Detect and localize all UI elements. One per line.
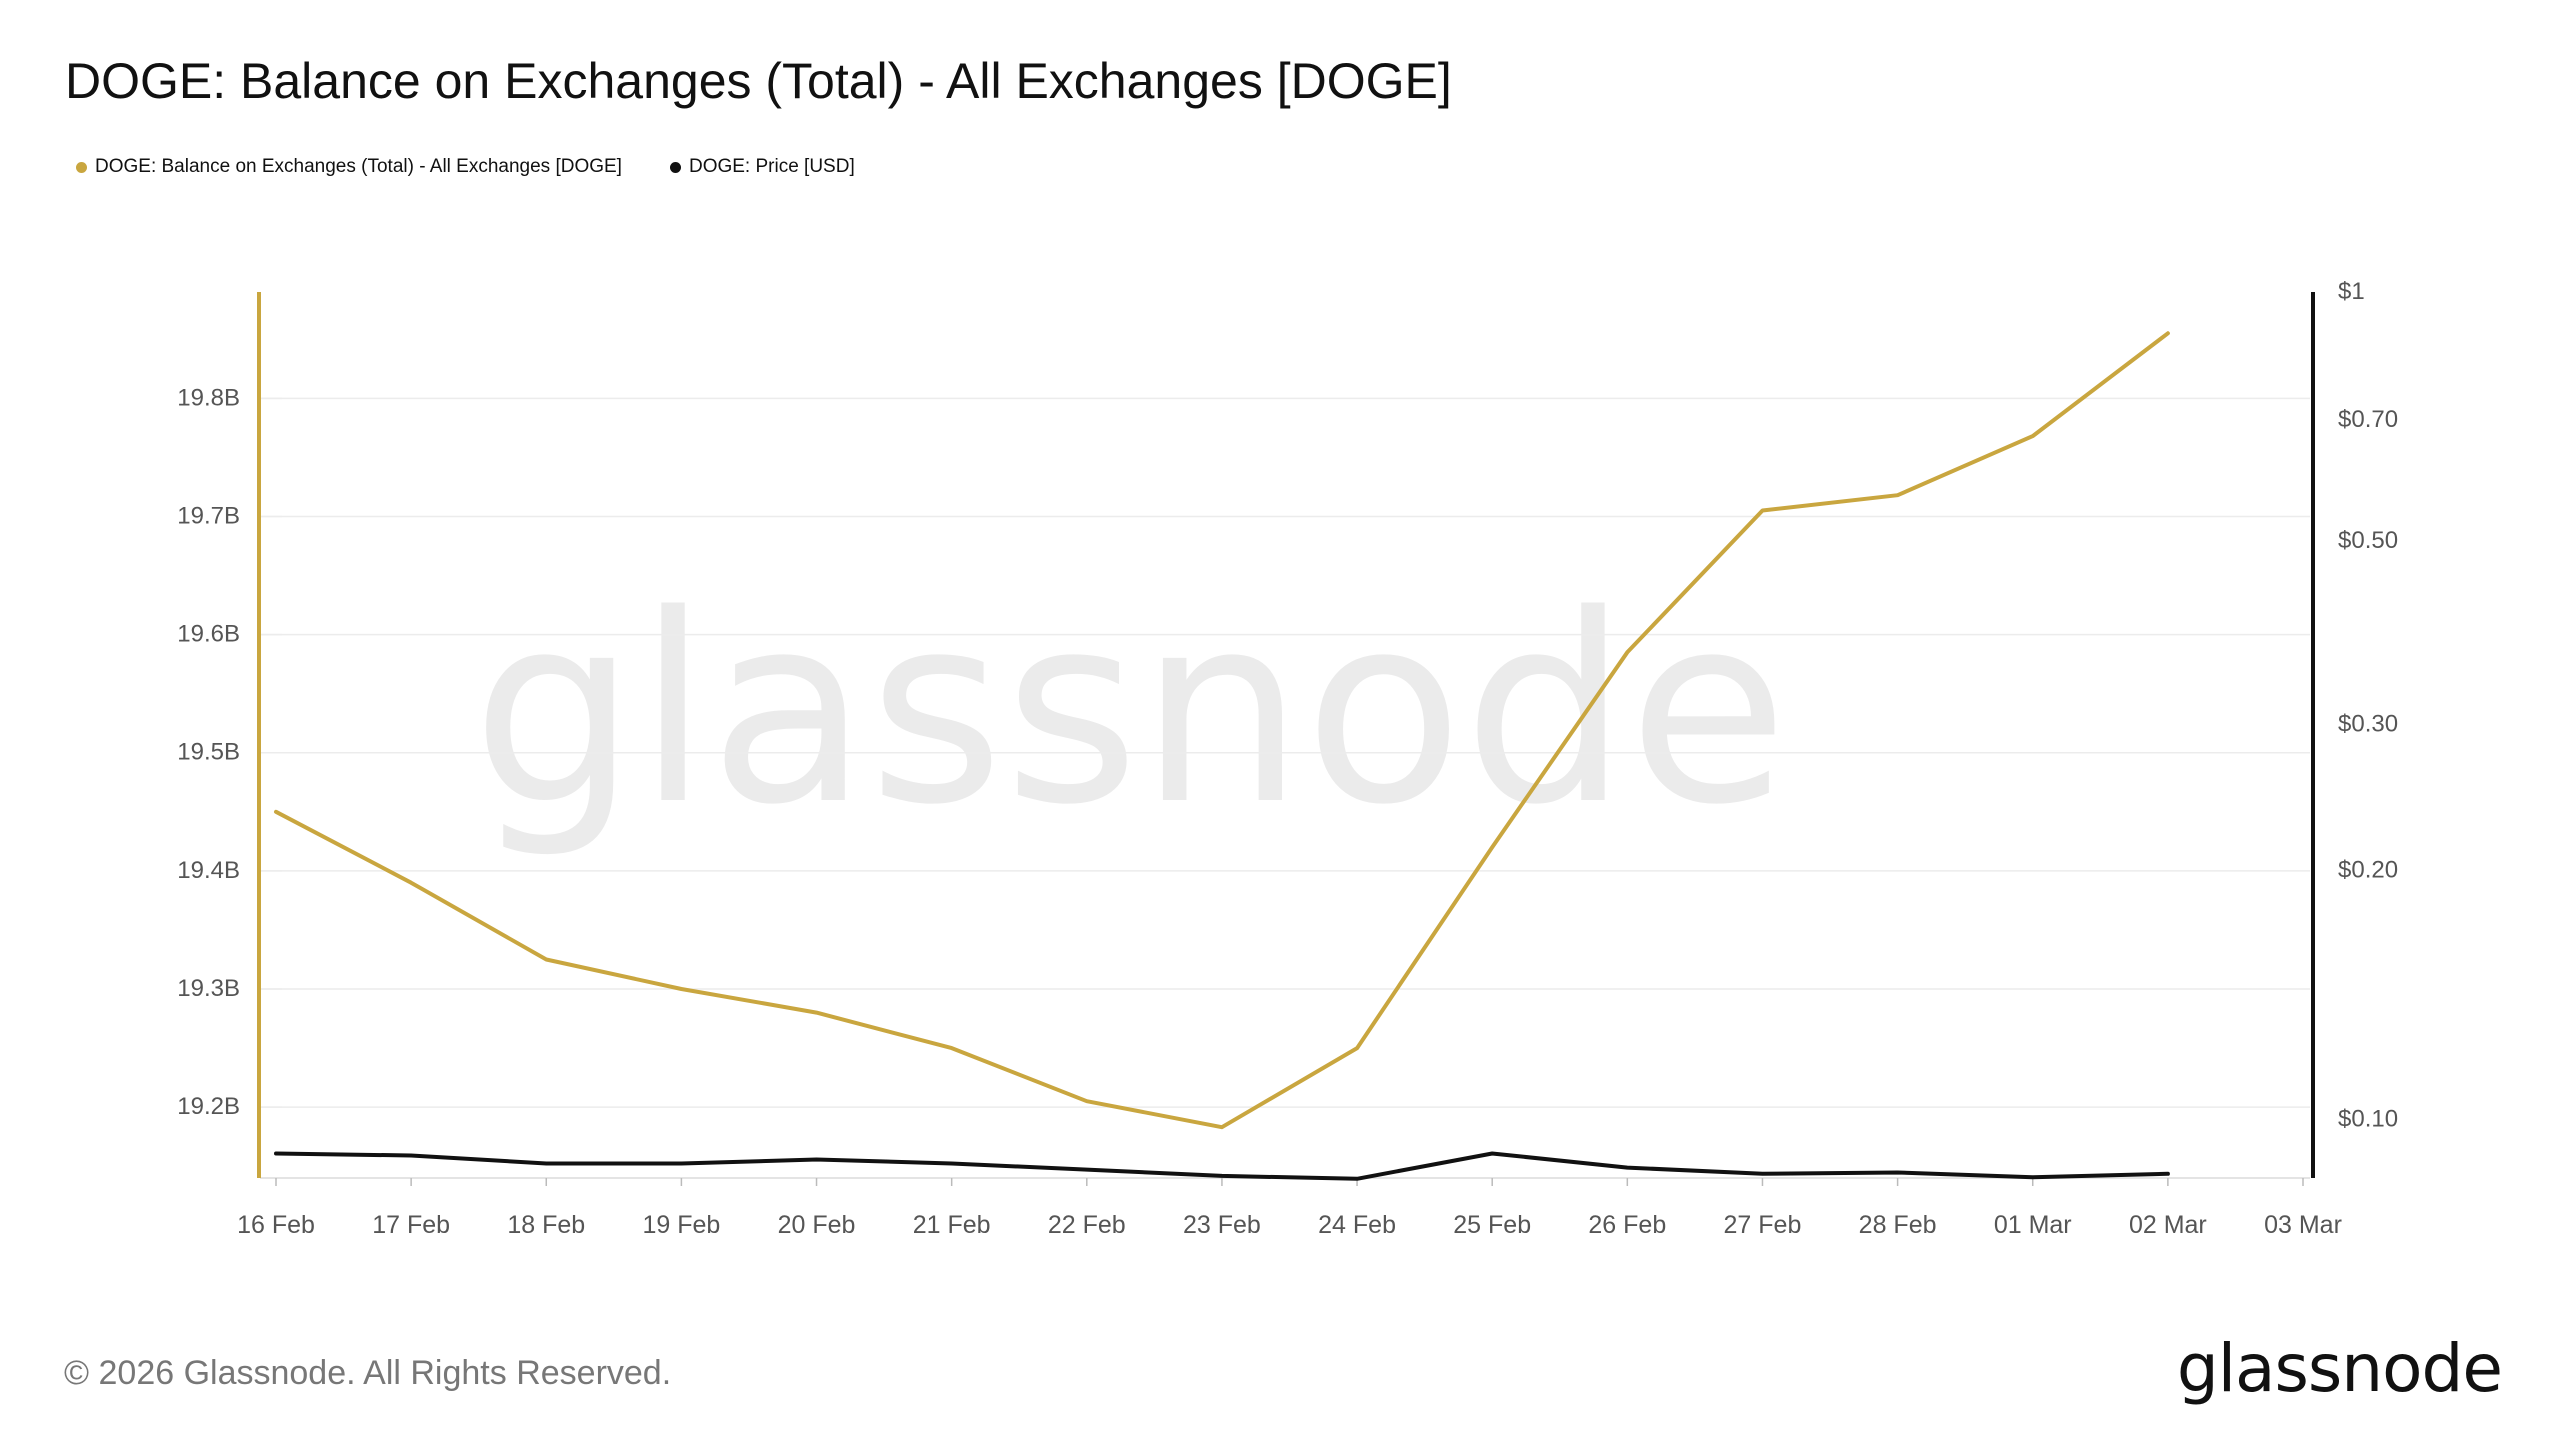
legend-dot-price: [669, 161, 681, 173]
legend-item-price[interactable]: DOGE: Price [USD]: [669, 156, 855, 178]
x-tick-label: 16 Feb: [237, 1211, 315, 1239]
x-tick-label: 02 Mar: [2129, 1211, 2207, 1239]
series-line-price: [274, 1151, 2170, 1181]
chart-title: DOGE: Balance on Exchanges (Total) - All…: [65, 53, 1452, 109]
legend-label-balance: DOGE: Balance on Exchanges (Total) - All…: [95, 156, 622, 177]
y-left-tick-label: 19.5B: [177, 739, 240, 766]
watermark: glassnode: [472, 560, 1788, 862]
y-left-tick-label: 19.8B: [177, 384, 240, 411]
x-tick-label: 27 Feb: [1724, 1211, 1802, 1239]
x-tick-label: 21 Feb: [913, 1211, 991, 1239]
series-lines: [274, 331, 2170, 1181]
tick-labels: 19.2B 19.3B 19.4B 19.5B 19.6B 19.7B 19.8B $0.10…: [177, 278, 2398, 1239]
x-tick-label: 18 Feb: [507, 1211, 585, 1239]
y-left-tick-label: 19.3B: [177, 975, 240, 1002]
legend-label-price: DOGE: Price [USD]: [688, 156, 855, 177]
y-right-tick-label: $0.20: [2338, 856, 2398, 883]
y-right-tick-label: $0.30: [2338, 711, 2398, 738]
y-right-tick-label: $0.10: [2338, 1106, 2398, 1133]
x-tick-label: 17 Feb: [372, 1211, 450, 1239]
x-tick-label: 03 Mar: [2264, 1211, 2342, 1239]
x-tick-label: 19 Feb: [642, 1211, 720, 1239]
x-tick-label: 20 Feb: [778, 1211, 856, 1239]
x-tick-label: 23 Feb: [1183, 1211, 1261, 1239]
y-right-tick-label: $0.50: [2338, 527, 2398, 554]
legend-item-balance[interactable]: DOGE: Balance on Exchanges (Total) - All…: [76, 156, 622, 178]
legend-dot-balance: [76, 161, 87, 173]
x-tick-label: 24 Feb: [1318, 1211, 1396, 1239]
copyright-footer: © 2026 Glassnode. All Rights Reserved.: [64, 1354, 672, 1392]
x-tick-label: 01 Mar: [1994, 1211, 2072, 1239]
gridlines: [260, 397, 2310, 1108]
glassnode-logo: glassnode: [2176, 1330, 2503, 1407]
x-tick-label: 25 Feb: [1453, 1211, 1531, 1239]
y-left-tick-label: 19.6B: [177, 621, 240, 648]
y-left-tick-label: 19.2B: [177, 1093, 240, 1120]
y-left-tick-label: 19.7B: [177, 502, 240, 529]
x-tick-label: 28 Feb: [1859, 1211, 1937, 1239]
y-right-tick-label: $1: [2338, 278, 2365, 305]
y-right-tick-label: $0.70: [2338, 406, 2398, 433]
y-left-tick-label: 19.4B: [177, 857, 240, 884]
legend: DOGE: Balance on Exchanges (Total) - All…: [76, 156, 855, 178]
x-tick-label: 22 Feb: [1048, 1211, 1126, 1239]
x-tick-label: 26 Feb: [1588, 1211, 1666, 1239]
